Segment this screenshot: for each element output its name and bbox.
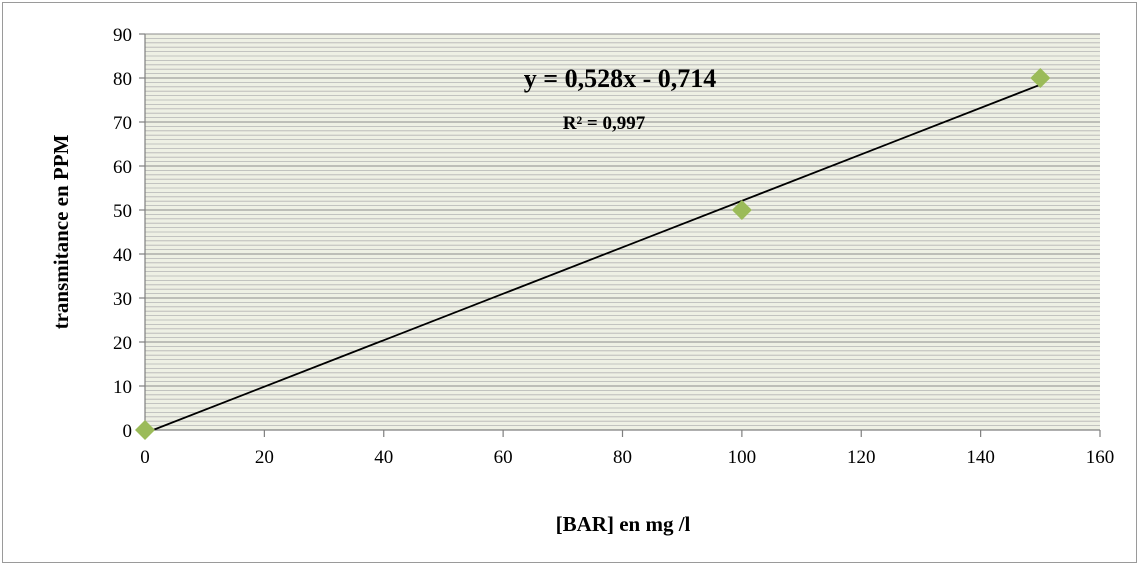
y-tick-label: 10 [113,377,132,398]
data-point [1030,68,1051,88]
x-tick-label: 120 [847,447,876,468]
x-axis-title: [BAR] en mg /l [556,512,691,536]
y-tick-label: 60 [113,157,132,178]
gridlines [145,33,1100,431]
trendline-equation: y = 0,528x - 0,714 [524,64,716,93]
trendline [144,83,1041,434]
y-tick-label: 20 [113,333,132,354]
trendline-path [144,83,1041,434]
x-tick-label: 80 [613,447,632,468]
data-point [135,420,155,440]
x-tick-label: 100 [728,447,757,468]
x-tick-labels: 0 20 40 60 80 100 120 140 160 [140,447,1114,468]
x-tick-label: 160 [1086,447,1115,468]
x-tick-label: 60 [494,447,513,468]
y-tick-label: 50 [113,201,132,222]
y-tick-labels: 0 10 20 30 40 50 60 70 80 90 [113,25,132,442]
y-tick-label: 40 [113,245,132,266]
x-tick-label: 20 [255,447,274,468]
y-tick-label: 30 [113,289,132,310]
data-point [731,200,752,220]
r-squared-label: R² = 0,997 [563,113,646,134]
y-tick-label: 0 [123,421,133,442]
x-tick-label: 40 [374,447,393,468]
x-tick-label: 140 [966,447,995,468]
data-points [135,68,1051,440]
y-tick-label: 90 [113,25,132,46]
y-tick-label: 80 [113,69,132,90]
x-tick-label: 0 [140,447,150,468]
y-tick-label: 70 [113,113,132,134]
y-axis-title: transmitance en PPM [49,134,73,329]
